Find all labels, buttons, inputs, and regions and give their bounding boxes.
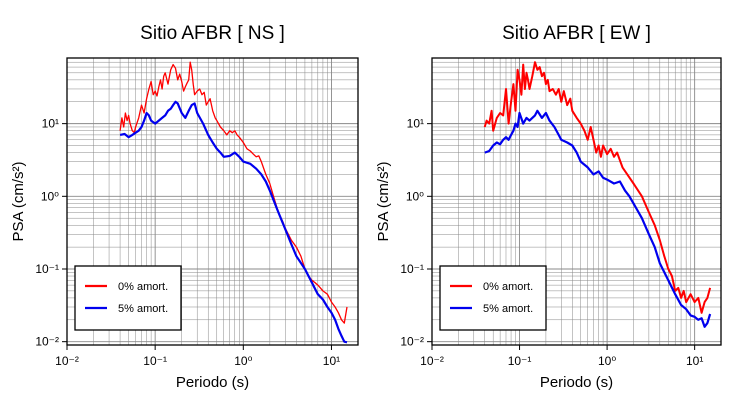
- plot-frame: [66, 57, 359, 346]
- legend: 0% amort. 5% amort.: [74, 265, 182, 331]
- y-axis-label: PSA (cm/s²): [375, 161, 392, 241]
- x-tick-label: 10⁻¹: [143, 354, 167, 368]
- y-tick-label: 10⁻²: [35, 335, 59, 349]
- y-tick-label: 10⁰: [406, 189, 424, 203]
- x-axis-label: Periodo (s): [540, 374, 613, 391]
- legend-label: 0% amort.: [118, 281, 168, 293]
- y-tick-label: 10⁰: [41, 189, 59, 203]
- y-tick-label: 10¹: [407, 117, 424, 131]
- chart-panel-ns: 10⁻² 10⁻¹ 10⁰ 10¹ 10⁻² 10⁻¹ 10⁰ 10¹ Sitio AFBR […: [10, 23, 359, 391]
- plot-frame: [431, 57, 722, 346]
- x-axis-label: Periodo (s): [176, 374, 249, 391]
- legend-label: 0% amort.: [483, 281, 533, 293]
- series-line-5pct: [484, 109, 712, 328]
- chart-title: Sitio AFBR [ NS ]: [140, 23, 285, 44]
- chart-panel-ew: 10⁻² 10⁻¹ 10⁰ 10¹ 10⁻² 10⁻¹ 10⁰ 10¹ Sitio AFBR […: [375, 23, 722, 391]
- x-tick-label: 10⁰: [598, 354, 616, 368]
- x-tick-label: 10¹: [323, 354, 340, 368]
- legend-box: [74, 265, 182, 331]
- legend-box: [439, 265, 547, 331]
- grid: [66, 57, 359, 346]
- series-line-0pct: [119, 61, 348, 324]
- x-tick-label: 10⁻¹: [508, 354, 532, 368]
- x-tick-label: 10¹: [686, 354, 703, 368]
- series-line-5pct: [119, 100, 348, 344]
- x-tick-label: 10⁻²: [420, 354, 444, 368]
- chart-title: Sitio AFBR [ EW ]: [502, 23, 651, 44]
- y-tick-label: 10⁻¹: [35, 262, 59, 276]
- y-tick-label: 10¹: [42, 117, 59, 131]
- legend-label: 5% amort.: [118, 303, 168, 315]
- x-tick-label: 10⁰: [234, 354, 252, 368]
- y-tick-label: 10⁻¹: [400, 262, 424, 276]
- y-tick-label: 10⁻²: [400, 335, 424, 349]
- legend: 0% amort. 5% amort.: [439, 265, 547, 331]
- x-tick-label: 10⁻²: [55, 354, 79, 368]
- series-line-0pct: [483, 61, 712, 314]
- y-axis-label: PSA (cm/s²): [10, 161, 27, 241]
- legend-label: 5% amort.: [483, 303, 533, 315]
